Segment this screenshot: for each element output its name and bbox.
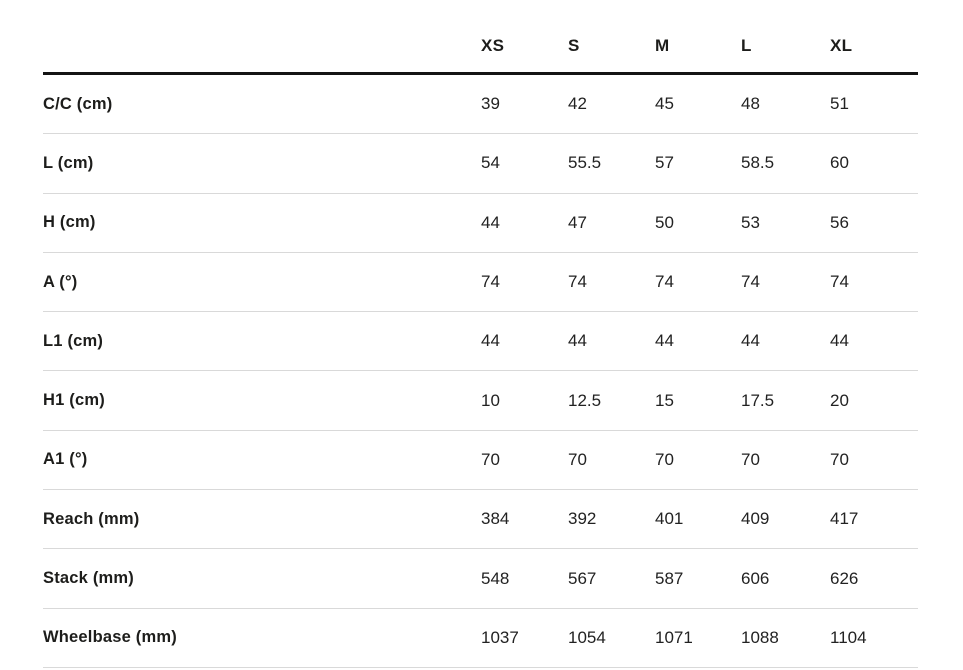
cell-value: 48 (741, 94, 760, 114)
table-row: Wheelbase (mm) 1037 1054 1071 1088 1104 (43, 609, 918, 668)
cell-value: 10 (481, 390, 500, 410)
table-row: A (°) 74 74 74 74 74 (43, 253, 918, 313)
cell-value: 53 (741, 212, 760, 232)
cell-value: 45 (655, 94, 674, 114)
cell-value: 606 (741, 568, 770, 588)
cell-value: 409 (741, 509, 770, 529)
size-column-header: XL (830, 36, 853, 55)
row-label: A (°) (43, 272, 78, 291)
cell-value: 44 (568, 331, 587, 351)
cell-value: 417 (830, 509, 859, 529)
cell-value: 20 (830, 390, 849, 410)
cell-value: 74 (741, 272, 760, 292)
cell-value: 44 (655, 331, 674, 351)
cell-value: 58.5 (741, 153, 775, 173)
cell-value: 626 (830, 568, 859, 588)
cell-value: 70 (655, 449, 674, 469)
cell-value: 74 (481, 272, 500, 292)
cell-value: 70 (481, 449, 500, 469)
size-column-header: L (741, 36, 752, 55)
cell-value: 17.5 (741, 390, 775, 410)
cell-value: 51 (830, 94, 849, 114)
row-label: C/C (cm) (43, 94, 113, 113)
cell-value: 567 (568, 568, 597, 588)
table-body: C/C (cm) 39 42 45 48 51 L (cm) 54 55.5 5… (43, 75, 918, 668)
bike-geometry-table: XS S M L XL C/C (cm) 39 42 45 48 51 L (cm) 5… (43, 0, 918, 668)
size-column-header: S (568, 36, 580, 55)
cell-value: 548 (481, 568, 510, 588)
table-row: A1 (°) 70 70 70 70 70 (43, 431, 918, 491)
row-label: Reach (mm) (43, 509, 140, 528)
cell-value: 74 (655, 272, 674, 292)
row-label: H1 (cm) (43, 391, 105, 410)
cell-value: 57 (655, 153, 674, 173)
cell-value: 56 (830, 212, 849, 232)
cell-value: 70 (741, 449, 760, 469)
table-row: Stack (mm) 548 567 587 606 626 (43, 549, 918, 609)
cell-value: 70 (568, 449, 587, 469)
cell-value: 12.5 (568, 390, 602, 410)
size-column-header: XS (481, 36, 505, 55)
row-label: A1 (°) (43, 450, 88, 469)
cell-value: 1104 (830, 627, 867, 647)
table-row: L (cm) 54 55.5 57 58.5 60 (43, 134, 918, 194)
table-row: Reach (mm) 384 392 401 409 417 (43, 490, 918, 550)
cell-value: 1088 (741, 627, 779, 647)
cell-value: 15 (655, 390, 674, 410)
cell-value: 1054 (568, 627, 606, 647)
cell-value: 384 (481, 509, 510, 529)
cell-value: 70 (830, 449, 849, 469)
cell-value: 401 (655, 509, 684, 529)
cell-value: 44 (741, 331, 760, 351)
table-row: L1 (cm) 44 44 44 44 44 (43, 312, 918, 372)
cell-value: 74 (568, 272, 587, 292)
cell-value: 55.5 (568, 153, 602, 173)
cell-value: 60 (830, 153, 849, 173)
cell-value: 44 (481, 331, 500, 351)
size-column-header: M (655, 36, 670, 55)
cell-value: 42 (568, 94, 587, 114)
cell-value: 44 (481, 212, 500, 232)
row-label: L1 (cm) (43, 331, 104, 350)
cell-value: 54 (481, 153, 500, 173)
cell-value: 1037 (481, 627, 519, 647)
row-label: Stack (mm) (43, 569, 134, 588)
cell-value: 1071 (655, 627, 693, 647)
row-label: H (cm) (43, 213, 96, 232)
table-row: H1 (cm) 10 12.5 15 17.5 20 (43, 371, 918, 431)
cell-value: 44 (830, 331, 849, 351)
cell-value: 587 (655, 568, 684, 588)
row-label: Wheelbase (mm) (43, 628, 177, 647)
cell-value: 47 (568, 212, 587, 232)
cell-value: 50 (655, 212, 674, 232)
table-row: H (cm) 44 47 50 53 56 (43, 194, 918, 253)
cell-value: 74 (830, 272, 849, 292)
cell-value: 392 (568, 509, 597, 529)
table-header-row: XS S M L XL (43, 0, 918, 75)
row-label: L (cm) (43, 153, 94, 172)
table-row: C/C (cm) 39 42 45 48 51 (43, 75, 918, 135)
cell-value: 39 (481, 94, 500, 114)
